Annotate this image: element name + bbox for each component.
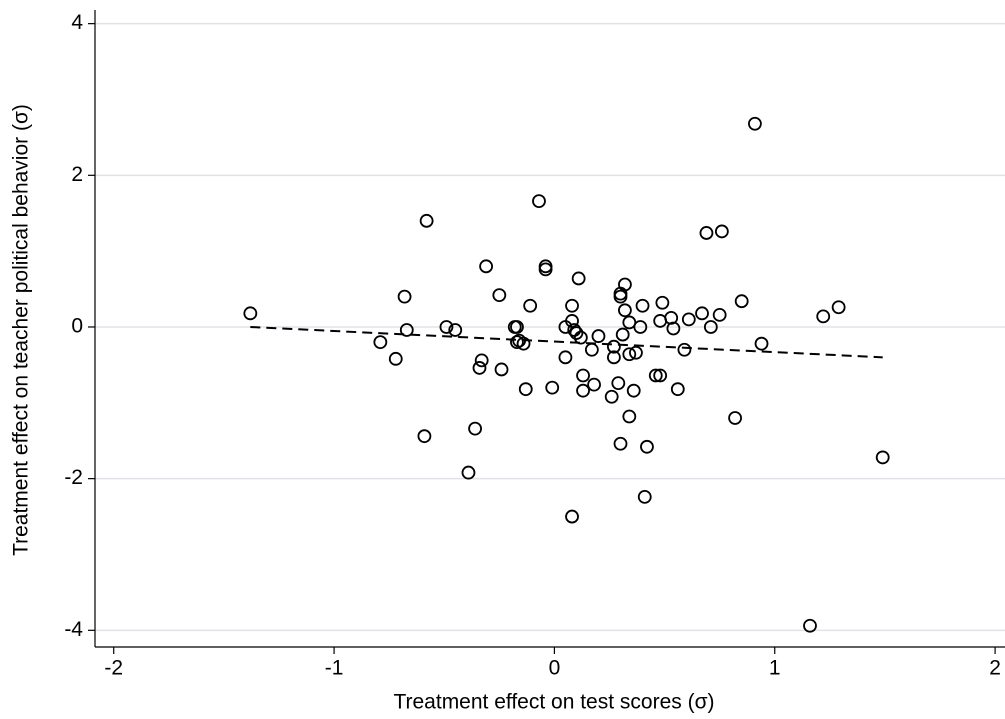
data-point <box>714 224 729 239</box>
data-point <box>510 320 524 334</box>
data-point <box>648 368 663 383</box>
data-point <box>626 383 641 398</box>
data-point <box>703 320 718 334</box>
data-point <box>604 389 619 404</box>
x-tick-label: 1 <box>769 657 781 680</box>
data-point <box>606 339 621 354</box>
data-point <box>640 439 654 454</box>
data-point <box>417 429 432 444</box>
data-point <box>510 335 524 350</box>
data-point <box>666 321 681 336</box>
data-point <box>565 298 579 313</box>
data-point <box>576 383 590 398</box>
data-point <box>587 377 601 392</box>
data-point <box>699 226 714 240</box>
data-point <box>606 350 621 365</box>
data-point <box>523 298 538 313</box>
y-tick-label: 0 <box>71 315 83 338</box>
data-point <box>618 277 632 292</box>
data-point <box>461 465 476 480</box>
data-point <box>518 382 533 397</box>
data-point <box>565 509 579 524</box>
data-point <box>695 306 709 321</box>
data-point <box>558 350 573 365</box>
data-point <box>728 411 742 425</box>
x-axis-label: Treatment effect on test scores (σ) <box>393 691 714 714</box>
x-tick-label: -2 <box>104 657 123 680</box>
data-point <box>635 298 650 313</box>
data-point <box>677 342 692 357</box>
data-point <box>492 288 507 303</box>
y-tick-label: -4 <box>64 618 83 641</box>
data-point <box>681 312 696 327</box>
data-point <box>397 289 412 304</box>
data-point <box>243 306 258 321</box>
y-axis-label: Treatment effect on teacher political be… <box>10 104 33 556</box>
data-point <box>803 618 817 633</box>
fit-line <box>250 325 883 359</box>
data-point <box>388 351 403 366</box>
data-point <box>591 329 606 343</box>
data-point <box>472 361 487 375</box>
data-point <box>576 368 590 383</box>
data-point <box>565 314 579 328</box>
x-tick-label: 2 <box>989 657 1001 680</box>
data-point <box>655 295 670 310</box>
data-point <box>399 323 414 337</box>
data-point <box>618 303 632 318</box>
data-point <box>516 336 531 351</box>
data-point <box>613 436 628 451</box>
data-point <box>734 294 749 309</box>
data-point <box>875 450 890 465</box>
data-point <box>569 326 584 340</box>
data-point <box>633 320 648 334</box>
data-point <box>748 116 762 131</box>
y-tick-label: 4 <box>71 11 83 34</box>
data-point <box>670 382 685 397</box>
data-point <box>754 336 769 351</box>
data-point <box>622 409 637 424</box>
data-point <box>629 345 643 360</box>
data-point <box>479 259 494 274</box>
x-tick-label: -1 <box>325 657 344 680</box>
data-point <box>653 368 668 383</box>
data-point <box>573 330 588 345</box>
data-point <box>494 362 509 377</box>
data-point <box>637 489 652 504</box>
data-point <box>448 323 463 337</box>
data-point <box>439 320 454 334</box>
data-point <box>419 213 434 228</box>
data-point <box>532 194 546 209</box>
data-point <box>611 376 626 391</box>
data-point <box>816 309 831 324</box>
data-point <box>468 421 482 436</box>
y-tick-label: -2 <box>64 466 83 489</box>
data-point <box>373 335 388 350</box>
data-point <box>622 347 637 362</box>
data-point <box>615 327 630 342</box>
data-point <box>474 353 489 368</box>
data-point <box>831 300 846 315</box>
data-point <box>538 262 553 277</box>
data-point <box>712 307 727 322</box>
data-point <box>571 271 586 286</box>
y-tick-label: 2 <box>71 163 83 186</box>
x-tick-label: 0 <box>549 657 561 680</box>
data-point <box>545 380 560 395</box>
